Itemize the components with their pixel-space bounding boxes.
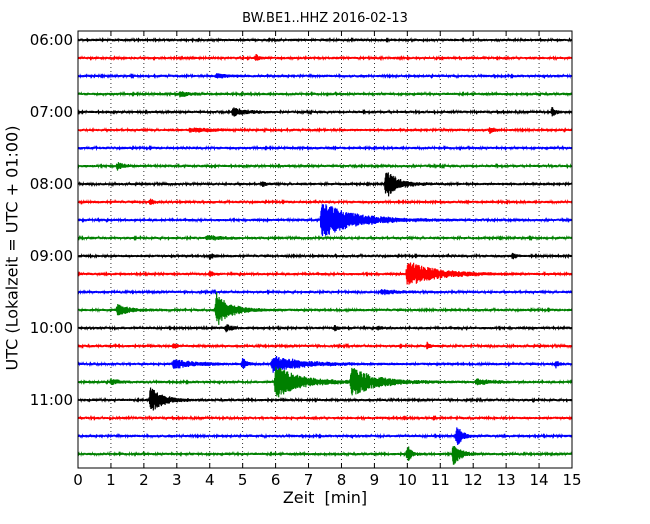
seismo-trace [77, 355, 573, 373]
plot-frame [77, 30, 573, 469]
trace-lines [77, 36, 573, 465]
x-tick-label: 1 [106, 471, 116, 489]
x-tick-label: 13 [497, 471, 516, 489]
x-tick-label: 11 [431, 471, 450, 489]
seismo-trace [77, 427, 573, 445]
x-tick-label: 5 [238, 471, 248, 489]
x-tick-label: 6 [271, 471, 281, 489]
chart-title: BW.BE1..HHZ 2016-02-13 [242, 11, 408, 26]
y-tick-label: 08:00 [30, 175, 73, 193]
grid-lines [110, 31, 540, 468]
axis-ticks: 0 1 2 3 4 5 6 7 8 9 10 11 12 13 14 1506:0007:0008:0009:… [30, 31, 582, 489]
seismo-trace [77, 252, 573, 260]
seismo-trace [77, 341, 573, 350]
x-tick-label: 0 [73, 471, 83, 489]
seismo-trace [77, 172, 573, 197]
y-tick-label: 10:00 [30, 319, 73, 337]
y-tick-label: 11:00 [30, 391, 73, 409]
x-tick-label: 3 [172, 471, 182, 489]
seismo-trace [77, 262, 573, 285]
seismo-trace [77, 126, 573, 134]
seismo-trace [77, 53, 573, 62]
seismo-trace [77, 445, 573, 465]
seismo-trace [77, 366, 573, 398]
x-tick-label: 8 [337, 471, 347, 489]
seismo-trace [77, 144, 573, 152]
x-tick-label: 15 [562, 471, 581, 489]
seismo-trace [77, 36, 573, 44]
seismo-trace [77, 414, 573, 422]
seismo-trace [77, 324, 573, 333]
seismo-trace [77, 162, 573, 171]
y-tick-label: 07:00 [30, 103, 73, 121]
seismo-trace [77, 387, 573, 411]
seismo-trace [77, 90, 573, 98]
seismo-trace [77, 292, 573, 325]
x-tick-label: 10 [398, 471, 417, 489]
x-tick-label: 12 [464, 471, 483, 489]
seismo-trace [77, 107, 573, 117]
x-tick-label: 2 [139, 471, 149, 489]
seismo-trace [77, 234, 573, 242]
y-tick-label: 09:00 [30, 247, 73, 265]
x-tick-label: 14 [530, 471, 549, 489]
x-tick-label: 4 [205, 471, 215, 489]
seismo-trace [77, 198, 573, 206]
seismo-trace [77, 72, 573, 80]
y-axis-label-text: UTC (Lokalzeit = UTC + 01:00) [2, 125, 22, 371]
seismo-trace [77, 204, 573, 237]
x-axis-label: Zeit [min] [282, 488, 368, 507]
seismo-trace [77, 288, 573, 296]
y-tick-label: 06:00 [30, 31, 73, 49]
x-tick-label: 9 [370, 471, 380, 489]
x-tick-label: 7 [304, 471, 314, 489]
